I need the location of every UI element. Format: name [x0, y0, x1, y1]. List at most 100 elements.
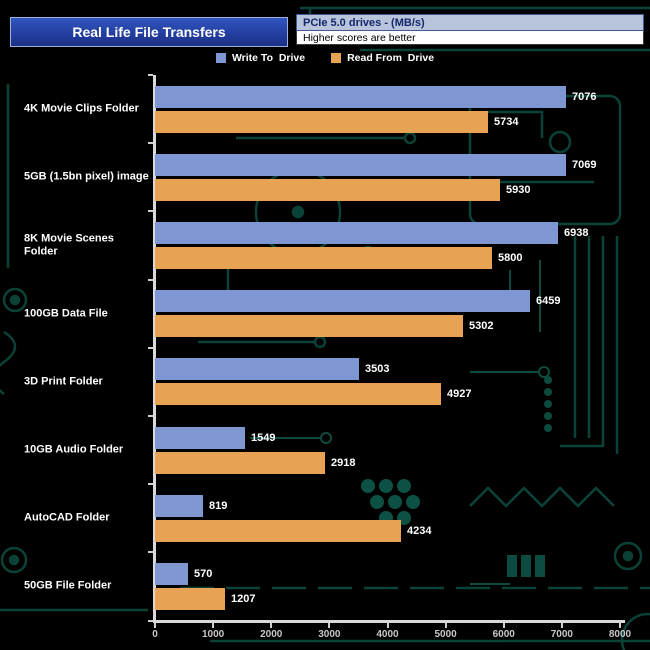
- chart-row: 10GB Audio Folder 1549 2918: [0, 416, 650, 484]
- higher-better-box: Higher scores are better: [296, 31, 644, 45]
- read-bar: [155, 587, 225, 610]
- x-tick-label: 1000: [202, 629, 225, 640]
- value-label: 5302: [469, 320, 494, 333]
- read-bar: [155, 519, 401, 542]
- write-bar-row: 819: [155, 494, 431, 517]
- write-swatch-icon: [215, 53, 226, 63]
- write-bar-row: 6938: [155, 221, 589, 244]
- write-bar-row: 570: [155, 562, 255, 585]
- x-tick-label: 2000: [260, 629, 283, 640]
- chart-title: Real Life File Transfers: [72, 24, 226, 40]
- value-label: 5734: [494, 115, 519, 128]
- write-bar-row: 1549: [155, 426, 355, 449]
- read-bar-row: 4234: [155, 519, 432, 542]
- legend-label: Read From Drive: [347, 52, 435, 64]
- x-tick-mark: [328, 623, 331, 628]
- x-tick-label: 5000: [434, 629, 457, 640]
- write-bar: [155, 426, 245, 449]
- value-label: 5800: [498, 251, 523, 264]
- x-tick-mark: [386, 623, 389, 628]
- read-swatch-icon: [331, 53, 342, 63]
- legend-label: Write To Drive: [231, 52, 306, 64]
- drive-info-text: PCIe 5.0 drives - (MB/s): [303, 16, 425, 29]
- read-bar: [155, 451, 325, 474]
- y-tick-mark: [148, 142, 153, 145]
- legend-item-write: Write To Drive: [215, 52, 306, 64]
- write-bar-row: 7076: [155, 85, 597, 108]
- drive-info-box: PCIe 5.0 drives - (MB/s): [296, 14, 644, 31]
- read-bar-row: 5800: [155, 246, 588, 269]
- x-tick-mark: [560, 623, 563, 628]
- bar-pair: 6938 5800: [155, 211, 588, 279]
- y-tick-mark: [148, 346, 153, 349]
- x-tick-mark: [444, 623, 447, 628]
- info-boxes: PCIe 5.0 drives - (MB/s) Higher scores a…: [296, 14, 644, 45]
- read-bar: [155, 110, 488, 133]
- value-label: 5930: [506, 183, 531, 196]
- write-bar: [155, 358, 359, 381]
- write-bar: [155, 494, 203, 517]
- value-label: 1549: [251, 431, 276, 444]
- value-label: 819: [209, 499, 228, 512]
- x-tick-label: 0: [152, 629, 158, 640]
- y-tick-mark: [148, 415, 153, 417]
- read-bar-row: 2918: [155, 451, 356, 474]
- x-tick-mark: [502, 623, 505, 628]
- x-axis-line: [153, 620, 625, 623]
- bar-pair: 7076 5734: [155, 75, 596, 143]
- chart-row: 100GB Data File 6459 5302: [0, 280, 650, 348]
- y-tick-mark: [148, 74, 153, 76]
- read-bar: [155, 178, 500, 201]
- bar-pair: 1549 2918: [155, 416, 355, 484]
- write-bar: [155, 290, 530, 313]
- category-label: 100GB Data File: [24, 307, 108, 320]
- write-bar: [155, 153, 566, 176]
- category-label: 4K Movie Clips Folder: [24, 102, 139, 115]
- bar-chart-rows: 4K Movie Clips Folder 7076 5734 5GB (1.5bn …: [0, 75, 650, 621]
- chart-legend: Write To Drive Read From Drive: [0, 52, 650, 64]
- bar-pair: 7069 5930: [155, 143, 596, 211]
- value-label: 6938: [564, 226, 589, 239]
- chart-row: 5GB (1.5bn pixel) image 7069 5930: [0, 143, 650, 211]
- x-tick-label: 7000: [550, 629, 573, 640]
- x-tick-mark: [212, 623, 215, 628]
- legend-item-read: Read From Drive: [331, 52, 434, 64]
- y-tick-mark: [148, 483, 153, 486]
- value-label: 4927: [447, 388, 472, 401]
- category-label: 3D Print Folder: [24, 375, 103, 388]
- bar-pair: 570 1207: [155, 552, 255, 620]
- chart-row: 50GB File Folder 570 1207: [0, 552, 650, 620]
- x-tick-label: 8000: [608, 629, 632, 640]
- category-label: 5GB (1.5bn pixel) image: [24, 170, 149, 183]
- read-bar-row: 5930: [155, 178, 596, 201]
- chart-row: 8K Movie Scenes Folder 6938 5800: [0, 211, 650, 279]
- chart-title-box: Real Life File Transfers: [10, 17, 288, 47]
- read-bar: [155, 315, 463, 338]
- x-tick-label: 4000: [376, 629, 399, 640]
- x-tick-mark: [619, 623, 621, 628]
- x-tick-label: 3000: [318, 629, 341, 640]
- value-label: 7069: [572, 158, 597, 171]
- write-bar-row: 3503: [155, 358, 471, 381]
- category-label: 10GB Audio Folder: [24, 443, 124, 456]
- read-bar-row: 5302: [155, 315, 560, 338]
- bar-pair: 6459 5302: [155, 280, 560, 348]
- read-bar: [155, 383, 441, 406]
- higher-better-text: Higher scores are better: [303, 31, 416, 44]
- x-tick-mark: [270, 623, 273, 628]
- chart-row: 4K Movie Clips Folder 7076 5734: [0, 75, 650, 143]
- value-label: 2918: [331, 456, 356, 469]
- value-label: 6459: [536, 295, 561, 308]
- write-bar-row: 6459: [155, 290, 561, 313]
- category-label: AutoCAD Folder: [24, 511, 110, 524]
- value-label: 1207: [231, 592, 256, 605]
- read-bar-row: 5734: [155, 110, 596, 133]
- y-tick-mark: [148, 551, 153, 554]
- value-label: 4234: [407, 524, 432, 537]
- x-tick-mark: [154, 623, 156, 628]
- y-axis-line: [153, 75, 156, 623]
- category-label: 50GB File Folder: [24, 580, 112, 593]
- value-label: 7076: [572, 90, 597, 103]
